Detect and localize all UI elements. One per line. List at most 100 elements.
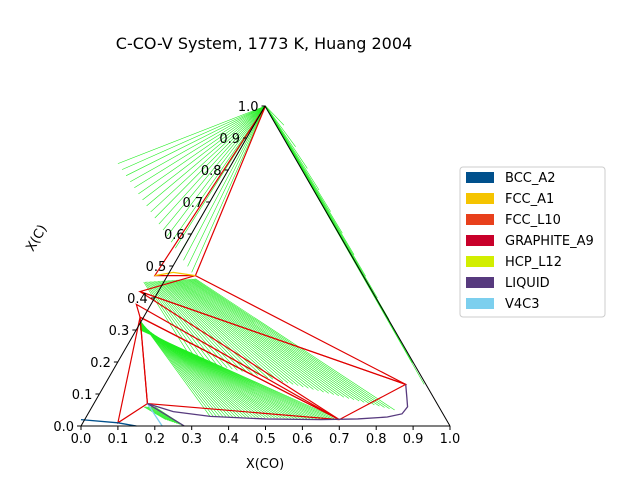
- three-phase-triangle: [153, 105, 267, 277]
- x-tick-label: 1.0: [440, 432, 461, 447]
- legend-swatch: [466, 172, 494, 183]
- tie-line: [174, 279, 314, 390]
- tie-line: [265, 105, 285, 126]
- legend-label: FCC_L10: [505, 213, 561, 228]
- y-tick-label: 0.9: [219, 132, 240, 147]
- tie-line: [168, 280, 289, 384]
- tie-line: [146, 281, 203, 362]
- x-tick-label: 0.3: [181, 432, 202, 447]
- tie-line: [178, 279, 329, 394]
- tie-line: [183, 105, 266, 261]
- tie-line: [184, 279, 355, 401]
- legend-label: FCC_A1: [505, 192, 554, 207]
- tie-line: [125, 105, 266, 176]
- tie-line: [170, 105, 266, 243]
- tie-line: [170, 280, 299, 386]
- y-tick-label: 0.0: [53, 420, 74, 435]
- legend-swatch: [466, 277, 494, 288]
- tie-line: [166, 280, 284, 383]
- tie-line: [177, 279, 324, 393]
- tie-line: [187, 105, 266, 267]
- tie-line: [142, 105, 266, 201]
- x-tick-label: 0.7: [329, 432, 350, 447]
- tie-line: [157, 280, 248, 374]
- x-tick-label: 0.5: [255, 432, 276, 447]
- y-tick-label: 0.4: [127, 292, 148, 307]
- tie-lines: [117, 105, 425, 427]
- tie-line: [190, 278, 375, 406]
- right-axis-line: [264, 105, 451, 427]
- tie-line: [193, 278, 390, 409]
- y-axis-ticks: 0.0 0.1 0.2 0.3 0.4 0.5 0.6 0.7 0.8 0.9 1.0: [53, 100, 266, 435]
- y-tick-label: 0.8: [201, 164, 222, 179]
- legend-swatch: [466, 193, 494, 204]
- tie-line: [147, 406, 173, 423]
- phase-boundary-liquid: [147, 403, 185, 427]
- tie-line: [171, 280, 304, 388]
- tie-line: [130, 105, 266, 182]
- tie-line: [138, 105, 266, 195]
- legend-frame: [459, 166, 606, 318]
- tie-line: [146, 105, 266, 207]
- tie-line: [175, 279, 319, 392]
- tie-line: [183, 279, 350, 399]
- tie-line: [179, 279, 334, 395]
- tie-line: [181, 279, 340, 397]
- legend-label: HCP_L12: [505, 255, 562, 270]
- tie-line: [161, 280, 263, 377]
- phase-boundary-v4c3: [146, 403, 163, 427]
- legend-swatch: [466, 256, 494, 267]
- x-tick-label: 0.1: [108, 432, 129, 447]
- tie-line: [139, 329, 340, 420]
- tie-line: [188, 278, 370, 404]
- tie-line: [150, 105, 266, 213]
- legend-swatch: [466, 214, 494, 225]
- phase-boundary-fcc_a1: [154, 271, 196, 277]
- legend: BCC_A2 FCC_A1 FCC_L10 GRAPHITE_A9 HCP_L12 LIQ…: [459, 166, 606, 318]
- x-axis-label: X(CO): [246, 457, 284, 472]
- y-tick-label: 0.1: [72, 388, 93, 403]
- chart-title: C-CO-V System, 1773 K, Huang 2004: [116, 34, 412, 53]
- tie-line: [191, 105, 266, 273]
- y-tick-label: 0.7: [182, 196, 203, 211]
- y-tick-label: 0.6: [164, 228, 185, 243]
- tie-line: [144, 281, 198, 361]
- tie-line: [195, 278, 395, 411]
- legend-label: GRAPHITE_A9: [505, 234, 594, 249]
- tie-line: [158, 105, 266, 225]
- legend-label: LIQUID: [505, 276, 550, 291]
- tie-line: [159, 280, 253, 375]
- x-tick-label: 0.4: [218, 432, 239, 447]
- tie-line: [154, 105, 266, 219]
- phase-boundary-bcc_a2: [80, 418, 137, 427]
- tie-line: [162, 105, 266, 231]
- tie-line: [155, 281, 238, 371]
- tie-line: [186, 279, 360, 402]
- x-tick-label: 0.9: [403, 432, 424, 447]
- tie-line: [148, 281, 213, 365]
- y-tick-label: 0.3: [109, 324, 130, 339]
- tie-line: [144, 406, 169, 421]
- legend-label: V4C3: [505, 297, 540, 312]
- legend-swatch: [466, 298, 494, 309]
- tie-line: [121, 105, 266, 170]
- tie-line: [117, 105, 266, 164]
- tie-line: [143, 281, 192, 359]
- tie-line: [143, 406, 167, 420]
- legend-label: BCC_A2: [505, 171, 556, 186]
- tie-line: [147, 281, 208, 363]
- three-phase-triangle: [139, 291, 408, 421]
- tie-line: [149, 406, 176, 424]
- x-tick-label: 0.2: [144, 432, 165, 447]
- tie-line: [164, 280, 274, 380]
- tie-line: [187, 279, 365, 403]
- phase-boundary-liquid: [147, 384, 409, 421]
- y-tick-label: 1.0: [238, 100, 259, 115]
- three-phase-triangles: [117, 105, 408, 425]
- tie-line: [165, 280, 279, 381]
- tie-line: [160, 280, 258, 376]
- tie-line: [134, 105, 266, 189]
- x-axis-ticks: 0.0 0.1 0.2 0.3 0.4 0.5 0.6 0.7 0.8 0.9 1.0: [71, 426, 461, 447]
- tie-line: [182, 279, 345, 398]
